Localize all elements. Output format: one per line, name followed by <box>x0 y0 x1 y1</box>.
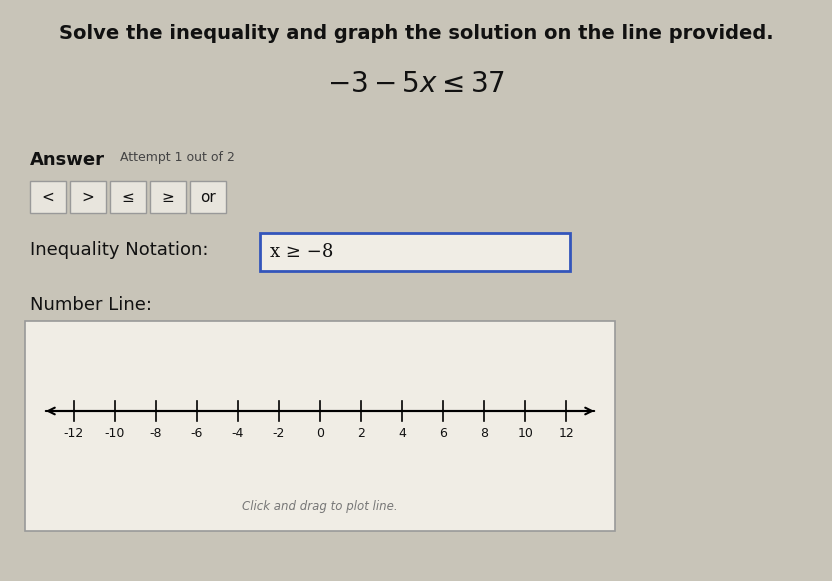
Text: -12: -12 <box>64 427 84 440</box>
FancyBboxPatch shape <box>70 181 106 213</box>
Text: 8: 8 <box>480 427 488 440</box>
FancyBboxPatch shape <box>110 181 146 213</box>
Text: Answer: Answer <box>30 151 105 169</box>
Text: Inequality Notation:: Inequality Notation: <box>30 241 209 259</box>
Text: -4: -4 <box>232 427 244 440</box>
Text: -6: -6 <box>191 427 203 440</box>
Text: -2: -2 <box>273 427 285 440</box>
FancyBboxPatch shape <box>25 321 615 531</box>
FancyBboxPatch shape <box>190 181 226 213</box>
Text: -10: -10 <box>105 427 125 440</box>
Text: 10: 10 <box>518 427 533 440</box>
FancyBboxPatch shape <box>260 233 570 271</box>
Text: or: or <box>201 189 215 205</box>
Text: 0: 0 <box>316 427 324 440</box>
FancyBboxPatch shape <box>30 181 66 213</box>
Text: $-3-5x\leq37$: $-3-5x\leq37$ <box>327 71 505 98</box>
Text: Click and drag to plot line.: Click and drag to plot line. <box>242 500 398 513</box>
Text: -8: -8 <box>150 427 162 440</box>
Text: Number Line:: Number Line: <box>30 296 152 314</box>
Text: Attempt 1 out of 2: Attempt 1 out of 2 <box>120 151 235 164</box>
Text: Solve the inequality and graph the solution on the line provided.: Solve the inequality and graph the solut… <box>59 24 773 43</box>
Text: x ≥ −8: x ≥ −8 <box>270 243 334 261</box>
Text: 2: 2 <box>357 427 365 440</box>
Text: ≤: ≤ <box>121 189 135 205</box>
Text: ≥: ≥ <box>161 189 175 205</box>
Text: >: > <box>82 189 94 205</box>
Text: 4: 4 <box>399 427 406 440</box>
Text: 12: 12 <box>558 427 574 440</box>
Text: 6: 6 <box>439 427 447 440</box>
Text: <: < <box>42 189 54 205</box>
FancyBboxPatch shape <box>150 181 186 213</box>
